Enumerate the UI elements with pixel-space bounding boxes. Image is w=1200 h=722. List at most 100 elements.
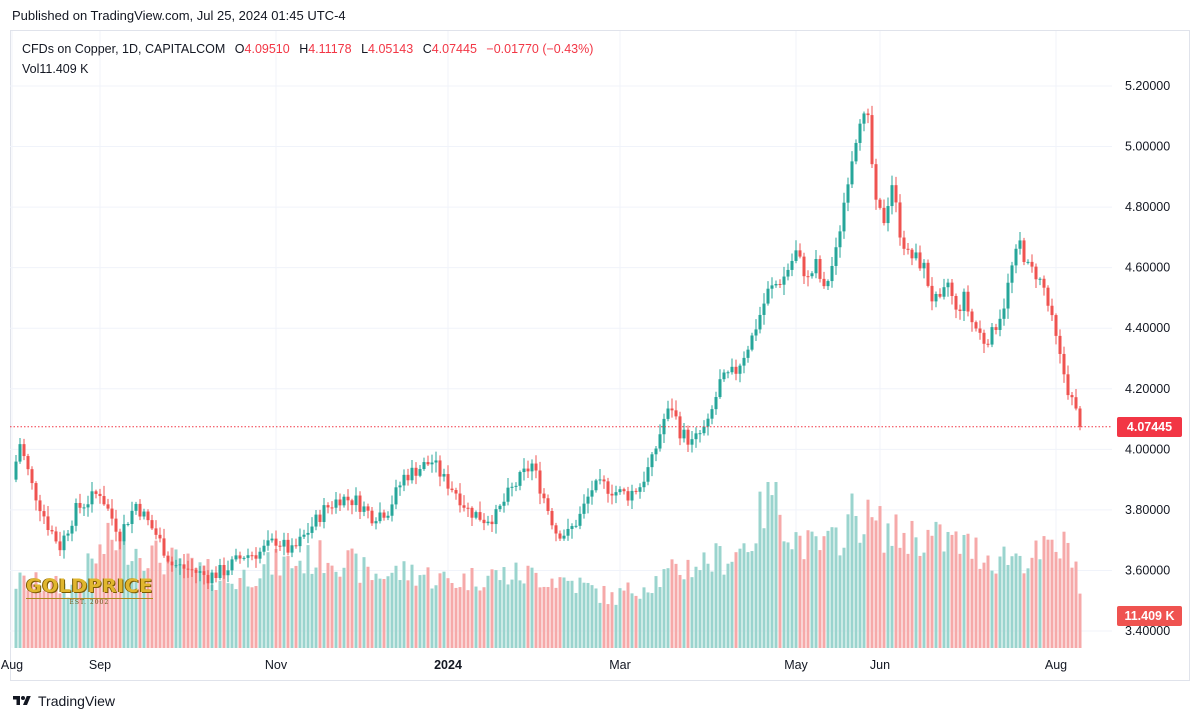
y-tick-label: 4.00000 (1125, 442, 1170, 456)
volume-bar (74, 583, 78, 648)
volume-bar (158, 562, 162, 648)
volume-bar (46, 592, 50, 648)
volume-bar (214, 590, 218, 648)
candle (74, 498, 78, 532)
volume-bar (242, 569, 246, 648)
candle (678, 411, 682, 446)
candle (638, 483, 642, 499)
candle (1018, 231, 1022, 255)
candle (350, 498, 354, 515)
volume-bar (726, 563, 730, 648)
candle (30, 466, 34, 490)
volume-bars (14, 482, 1082, 648)
volume-bar (414, 585, 418, 648)
volume-bar (1050, 539, 1054, 648)
volume-bar (250, 587, 254, 648)
y-tick-label: 3.80000 (1125, 503, 1170, 517)
volume-bar (618, 588, 622, 648)
volume-bar (886, 523, 890, 648)
volume-bar (218, 580, 222, 648)
candle (658, 424, 662, 452)
candle (690, 430, 694, 453)
volume-bar (994, 573, 998, 648)
volume-bar (882, 552, 886, 648)
volume-bar (270, 574, 274, 648)
candle (422, 457, 426, 471)
candle (650, 452, 654, 477)
candle (418, 464, 422, 478)
candle (1066, 365, 1070, 400)
volume-bar (766, 482, 770, 648)
candle (338, 493, 342, 512)
candle (446, 465, 450, 496)
volume-bar (58, 593, 62, 648)
volume-bar (686, 559, 690, 648)
candle (766, 281, 770, 306)
volume-bar (98, 544, 102, 648)
volume-bar (1046, 539, 1050, 648)
candle (682, 423, 686, 443)
candle (266, 530, 270, 551)
candlesticks (14, 105, 1082, 591)
candle (126, 522, 130, 527)
volume-bar (266, 552, 270, 648)
candle (814, 250, 818, 279)
candle (170, 556, 174, 572)
candle (486, 515, 490, 526)
volume-bar (562, 577, 566, 648)
volume-bar (490, 569, 494, 648)
volume-bar (350, 548, 354, 648)
candle (238, 551, 242, 564)
open-value: 4.09510 (244, 42, 290, 56)
volume-bar (598, 602, 602, 648)
symbol-name[interactable]: CFDs on Copper, 1D, CAPITALCOM (22, 42, 226, 56)
candle (926, 259, 930, 288)
volume-bar (1066, 542, 1070, 648)
volume-bar (142, 570, 146, 648)
candle (122, 514, 126, 545)
candle (586, 488, 590, 514)
candle (286, 533, 290, 556)
candle (826, 279, 830, 290)
candle (558, 530, 562, 541)
volume-bar (342, 567, 346, 648)
candle (86, 495, 90, 517)
candle (326, 502, 330, 514)
candle (394, 479, 398, 510)
chart-frame (10, 30, 1190, 681)
last-volume-badge: 11.409 K (1117, 606, 1182, 626)
volume-bar (734, 552, 738, 648)
candle (786, 263, 790, 281)
volume-bar (1014, 553, 1018, 648)
volume-bar (182, 568, 186, 648)
volume-bar (566, 580, 570, 648)
candle (546, 494, 550, 515)
candle (782, 266, 786, 296)
volume-bar (958, 553, 962, 648)
candle (318, 509, 322, 527)
candle (958, 304, 962, 320)
volume-bar (262, 564, 266, 648)
candle (670, 398, 674, 418)
volume-bar (658, 587, 662, 648)
volume-bar (834, 527, 838, 648)
candle (990, 323, 994, 348)
volume-bar (26, 590, 30, 648)
footer-brand[interactable]: TradingView (12, 693, 115, 709)
volume-bar (486, 575, 490, 648)
candle (626, 486, 630, 506)
candle (1038, 277, 1042, 286)
candle (214, 566, 218, 583)
candle (538, 461, 542, 505)
candle (622, 487, 626, 495)
volume-bar (926, 529, 930, 648)
volume-bar (646, 592, 650, 648)
candle (542, 488, 546, 504)
volume-bar (666, 568, 670, 648)
volume-bar (66, 597, 70, 648)
volume-bar (546, 587, 550, 648)
candle (906, 243, 910, 255)
volume-bar (418, 575, 422, 648)
volume-bar (198, 562, 202, 648)
